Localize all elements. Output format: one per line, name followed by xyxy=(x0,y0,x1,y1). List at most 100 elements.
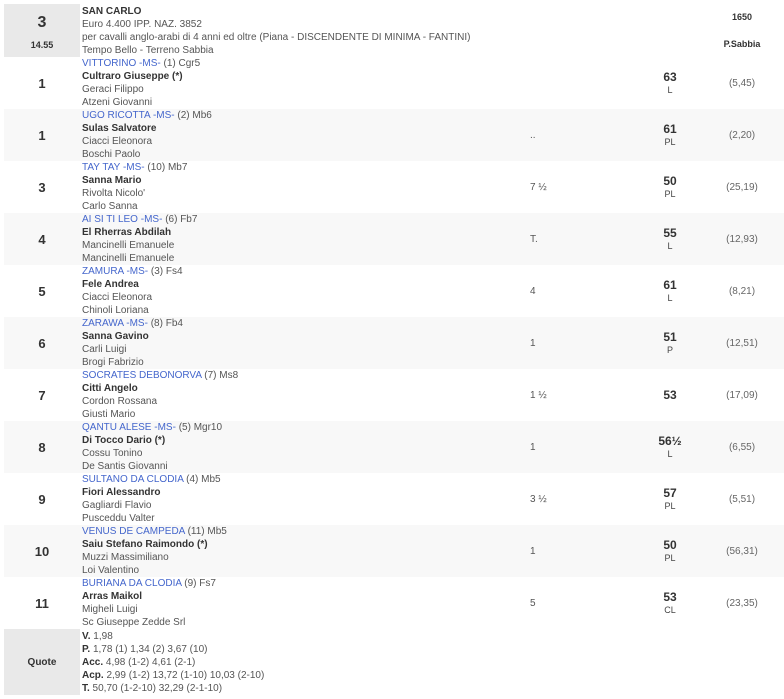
horse-extra: (4) Mb5 xyxy=(186,474,221,485)
weight-note: CL xyxy=(664,604,676,615)
runner-info: AI SI TI LEO -MS- (6) Fb7 El Rherras Abdi… xyxy=(80,213,530,265)
horse-name-link[interactable]: SOCRATES DEBONORVA xyxy=(82,370,202,381)
horse-name-link[interactable]: QANTU ALESE xyxy=(82,422,152,433)
odds-value: (2,20) xyxy=(728,129,756,141)
runner-info: QANTU ALESE -MS- (5) Mgr10 Di Tocco Dario… xyxy=(80,421,530,473)
horse-line: VENUS DE CAMPEDA (11) Mb5 xyxy=(82,525,530,538)
table-row: 7 SOCRATES DEBONORVA (7) Ms8 Citti Angelo C… xyxy=(4,369,784,421)
table-row: 10 VENUS DE CAMPEDA (11) Mb5 Saiu Stefano … xyxy=(4,525,784,577)
finish-position: 11 xyxy=(35,595,49,611)
weight-cell: 51 P xyxy=(640,317,700,369)
trainer-name: Muzzi Massimiliano xyxy=(82,552,169,563)
quote-line: Acp. 2,99 (1-2) 13,72 (1-10) 10,03 (2-10… xyxy=(82,669,784,682)
distance-margin: 1 xyxy=(530,441,536,453)
owner-name: Chinoli Loriana xyxy=(82,305,149,316)
horse-extra: (5) Mgr10 xyxy=(178,422,223,433)
horse-extra: (1) Cgr5 xyxy=(163,58,201,69)
odds-value: (8,21) xyxy=(728,285,756,297)
runner-info: BURIANA DA CLODIA (9) Fs7 Arras Maikol Mig… xyxy=(80,577,530,629)
runner-info: VITTORINO -MS- (1) Cgr5 Cultraro Giuseppe… xyxy=(80,57,530,109)
horse-extra: (3) Fs4 xyxy=(150,266,183,277)
distance-margin: 3 ½ xyxy=(530,493,547,505)
horse-line: ZAMURA -MS- (3) Fs4 xyxy=(82,265,530,278)
weight-cell: 63 L xyxy=(640,57,700,109)
quote-row: Quote V. 1,98 P. 1,78 (1) 1,34 (2) 3,67 (1… xyxy=(4,629,784,695)
owner-name: De Santis Giovanni xyxy=(82,461,168,472)
horse-name-link[interactable]: SULTANO DA CLODIA xyxy=(82,474,184,485)
finish-position: 1 xyxy=(38,75,46,91)
horse-line: UGO RICOTTA -MS- (2) Mb6 xyxy=(82,109,530,122)
weight-note: PL xyxy=(664,552,676,563)
quote-key: P. xyxy=(82,643,91,655)
horse-extra: (6) Fb7 xyxy=(165,214,198,225)
owner-name: Sc Giuseppe Zedde Srl xyxy=(82,617,186,628)
runner-info: ZAMURA -MS- (3) Fs4 Fele Andrea Ciacci Ele… xyxy=(80,265,530,317)
table-row: 3 TAY TAY -MS- (10) Mb7 Sanna Mario Rivolta… xyxy=(4,161,784,213)
horse-line: VITTORINO -MS- (1) Cgr5 xyxy=(82,57,530,70)
weight-note: L xyxy=(667,448,673,459)
finish-position: 8 xyxy=(38,439,46,455)
race-header: 3 14.55 SAN CARLO Euro 4.400 IPP. NAZ. 3… xyxy=(4,4,784,57)
weight-cell: 53 CL xyxy=(640,577,700,629)
quote-value: 2,99 (1-2) 13,72 (1-10) 10,03 (2-10) xyxy=(103,669,265,681)
horse-name-link[interactable]: BURIANA DA CLODIA xyxy=(82,578,182,589)
horse-name-link[interactable]: AI SI TI LEO xyxy=(82,214,138,225)
runner-info: TAY TAY -MS- (10) Mb7 Sanna Mario Rivolta … xyxy=(80,161,530,213)
jockey-name: Fiori Alessandro xyxy=(82,487,161,498)
weight-note: PL xyxy=(664,188,676,199)
race-name: SAN CARLO xyxy=(82,5,142,17)
distance-margin: 1 xyxy=(530,545,536,557)
trainer-name: Cordon Rossana xyxy=(82,396,158,407)
jockey-name: Arras Maikol xyxy=(82,591,143,602)
weight-value: 61 xyxy=(663,277,677,292)
horse-line: TAY TAY -MS- (10) Mb7 xyxy=(82,161,530,174)
horse-name-link[interactable]: UGO RICOTTA xyxy=(82,110,151,121)
horse-line: ZARAWA -MS- (8) Fb4 xyxy=(82,317,530,330)
weight-value: 56½ xyxy=(658,433,682,448)
odds-value: (23,35) xyxy=(726,597,758,609)
quote-key: Acc. xyxy=(82,656,104,668)
owner-name: Carlo Sanna xyxy=(82,201,138,212)
owner-name: Giusti Mario xyxy=(82,409,136,420)
odds-value: (56,31) xyxy=(726,545,758,557)
table-row: 5 ZAMURA -MS- (3) Fs4 Fele Andrea Ciacci El… xyxy=(4,265,784,317)
weight-note: L xyxy=(667,84,673,95)
jockey-name: Di Tocco Dario (*) xyxy=(82,435,166,446)
race-results: 3 14.55 SAN CARLO Euro 4.400 IPP. NAZ. 3… xyxy=(4,4,784,695)
race-info: SAN CARLO Euro 4.400 IPP. NAZ. 3852 per … xyxy=(80,4,700,57)
race-track: P.Sabbia xyxy=(723,38,761,49)
horse-name-link[interactable]: ZAMURA xyxy=(82,266,124,277)
jockey-name: Cultraro Giuseppe (*) xyxy=(82,71,183,82)
quote-value: 4,98 (1-2) 4,61 (2-1) xyxy=(103,656,196,668)
horse-name-link[interactable]: VITTORINO xyxy=(82,58,137,69)
owner-name: Pusceddu Valter xyxy=(82,513,155,524)
horse-name-link[interactable]: TAY TAY xyxy=(82,162,121,173)
weight-cell: 61 L xyxy=(640,265,700,317)
horse-name-link[interactable]: ZARAWA xyxy=(82,318,124,329)
race-distance: 1650 xyxy=(731,11,753,22)
runner-info: ZARAWA -MS- (8) Fb4 Sanna Gavino Carli Lui… xyxy=(80,317,530,369)
race-prize: Euro 4.400 IPP. NAZ. 3852 xyxy=(82,18,202,30)
quote-key: Acp. xyxy=(82,669,104,681)
finish-position: 5 xyxy=(38,283,46,299)
owner-name: Atzeni Giovanni xyxy=(82,97,153,108)
quote-line: V. 1,98 xyxy=(82,630,784,643)
horse-tag: -MS- xyxy=(126,318,148,329)
race-time: 14.55 xyxy=(30,39,54,50)
table-row: 8 QANTU ALESE -MS- (5) Mgr10 Di Tocco Dari… xyxy=(4,421,784,473)
weight-value: 51 xyxy=(663,329,677,344)
weight-value: 57 xyxy=(663,485,677,500)
table-row: 11 BURIANA DA CLODIA (9) Fs7 Arras Maikol M… xyxy=(4,577,784,629)
finish-position: 9 xyxy=(38,491,46,507)
weight-cell: 55 L xyxy=(640,213,700,265)
jockey-name: Saiu Stefano Raimondo (*) xyxy=(82,539,208,550)
jockey-name: El Rherras Abdilah xyxy=(82,227,172,238)
distance-margin: 7 ½ xyxy=(530,181,547,193)
odds-value: (25,19) xyxy=(726,181,758,193)
trainer-name: Ciacci Eleonora xyxy=(82,136,153,147)
quote-value: 1,98 xyxy=(90,630,113,642)
horse-tag: -MS- xyxy=(140,214,163,225)
owner-name: Mancinelli Emanuele xyxy=(82,253,175,264)
horse-name-link[interactable]: VENUS DE CAMPEDA xyxy=(82,526,185,537)
horse-extra: (8) Fb4 xyxy=(150,318,183,329)
